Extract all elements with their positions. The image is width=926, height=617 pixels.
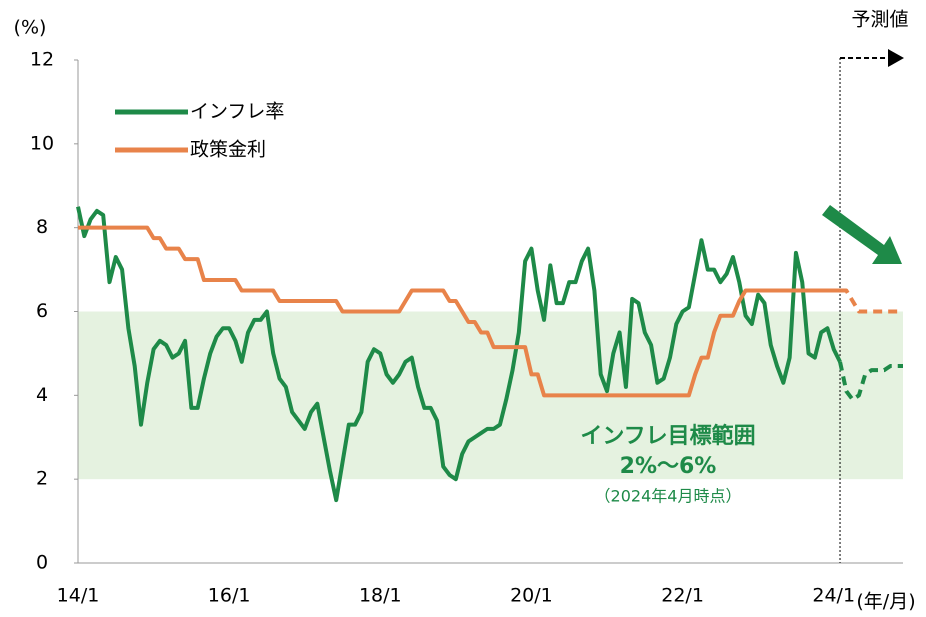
band-title: インフレ目標範囲: [580, 423, 755, 449]
y-tick-label: 8: [36, 216, 48, 238]
band-note: （2024年4月時点）: [595, 487, 742, 506]
series-line: [78, 225, 841, 398]
x-tick-label: 22/1: [661, 585, 704, 607]
y-unit: (%): [14, 17, 47, 39]
x-tick-label: 14/1: [57, 585, 100, 607]
y-tick-label: 6: [36, 300, 48, 322]
x-tick-label: 18/1: [359, 585, 402, 607]
trend-arrow: [822, 205, 902, 264]
y-tick-label: 4: [36, 384, 48, 406]
y-tick-label: 10: [30, 132, 54, 154]
forecast-label: 予測値: [851, 9, 908, 31]
x-tick-label: 24/1: [812, 585, 855, 607]
y-tick-label: 0: [36, 552, 48, 574]
legend-label: インフレ率: [190, 101, 284, 123]
y-tick-label: 12: [30, 49, 54, 71]
forecast-line: [840, 288, 903, 314]
plot-area: 0 2 4 6 8 10 12 14/1 16/1 18/1 20/1 22/1 24/1: [30, 49, 904, 607]
x-tick-label: 20/1: [510, 585, 553, 607]
x-unit: (年/月): [856, 591, 915, 613]
legend-label: 政策金利: [190, 139, 266, 161]
y-tick-label: 2: [36, 468, 48, 490]
forecast-arrow-head: [888, 49, 904, 67]
x-tick-label: 16/1: [208, 585, 251, 607]
band-range: 2%〜6%: [620, 454, 717, 479]
series-line: [76, 206, 842, 503]
forecast-line: [838, 361, 903, 402]
